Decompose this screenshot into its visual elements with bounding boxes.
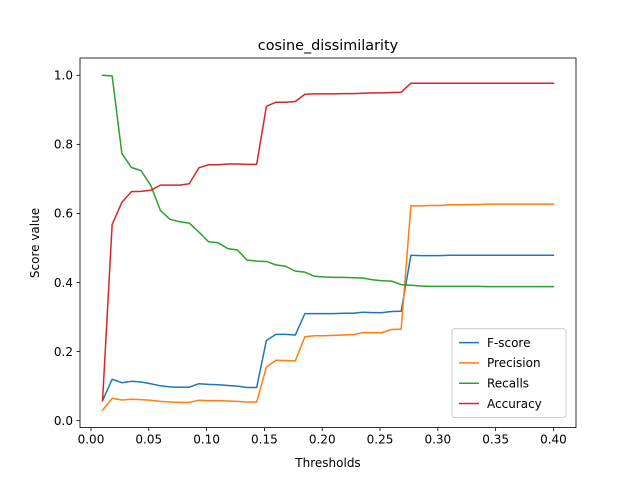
legend: F-score Precision Recalls Accuracy <box>451 328 567 419</box>
x-tick-label: 0.00 <box>78 433 105 447</box>
x-axis: 0.00 0.05 0.10 0.15 0.20 0.25 0.30 0.35 0.40 <box>78 427 567 447</box>
x-tick-label: 0.35 <box>482 433 509 447</box>
series-line-recalls <box>101 74 555 288</box>
legend-label: Accuracy <box>487 397 542 411</box>
y-tick-label: 0.0 <box>54 414 73 428</box>
series-line-accuracy <box>101 82 555 402</box>
y-tick-label: 1.0 <box>54 69 73 83</box>
legend-label: F-score <box>487 336 530 350</box>
x-tick-label: 0.15 <box>251 433 278 447</box>
y-tick-label: 0.8 <box>54 138 73 152</box>
y-axis-label: Score value <box>28 208 42 278</box>
legend-label: Precision <box>487 356 541 370</box>
y-tick-label: 0.2 <box>54 345 73 359</box>
y-axis: 0.0 0.2 0.4 0.6 0.8 1.0 <box>54 69 80 428</box>
x-tick-label: 0.05 <box>135 433 162 447</box>
legend-label: Recalls <box>487 377 529 391</box>
series-line-f-score <box>101 254 555 402</box>
y-tick-label: 0.6 <box>54 207 73 221</box>
legend-box <box>451 328 567 419</box>
axes-frame <box>79 57 577 429</box>
x-tick-label: 0.10 <box>193 433 220 447</box>
plot-series-group <box>101 74 555 412</box>
x-tick-label: 0.30 <box>424 433 451 447</box>
x-tick-label: 0.40 <box>540 433 567 447</box>
x-axis-label: Thresholds <box>294 456 360 470</box>
series-line-precision <box>101 203 555 412</box>
chart-title: cosine_dissimilarity <box>258 38 399 54</box>
x-tick-label: 0.20 <box>309 433 336 447</box>
x-tick-label: 0.25 <box>367 433 394 447</box>
y-tick-label: 0.4 <box>54 276 73 290</box>
